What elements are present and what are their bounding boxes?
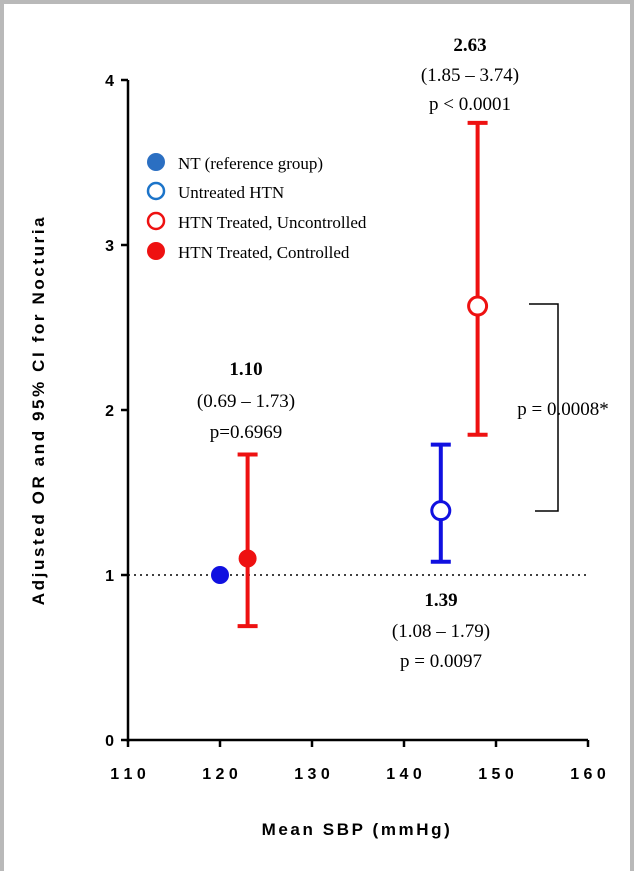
- annotation-untreated-ci: (1.08 – 1.79): [392, 621, 490, 642]
- y-tick-label: 2: [105, 403, 114, 420]
- point-uncontrolled: [467, 295, 489, 317]
- annotation-comparison-p: p = 0.0008*: [517, 399, 608, 420]
- annotation-untreated-or: 1.39: [424, 590, 457, 611]
- legend-marker-nt: [147, 153, 165, 171]
- x-tick-label: 1 6 0: [570, 766, 606, 783]
- x-tick-label: 1 2 0: [202, 766, 238, 783]
- legend: NT (reference group) Untreated HTN HTN T…: [146, 153, 367, 262]
- annotation-untreated: 1.39 (1.08 – 1.79) p = 0.0097: [392, 590, 490, 672]
- y-tick-label: 1: [105, 568, 114, 585]
- annotation-controlled-ci: (0.69 – 1.73): [197, 391, 295, 412]
- x-axis-label: Mean SBP (mmHg): [262, 820, 453, 839]
- legend-label-controlled: HTN Treated, Controlled: [178, 243, 350, 262]
- point-untreated: [430, 500, 452, 522]
- annotation-untreated-p: p = 0.0097: [400, 651, 482, 672]
- annotation-uncontrolled-or: 2.63: [453, 35, 486, 56]
- legend-label-uncontrolled: HTN Treated, Uncontrolled: [178, 213, 367, 232]
- legend-label-nt: NT (reference group): [178, 154, 323, 173]
- legend-marker-controlled: [147, 242, 165, 260]
- y-tick-label: 0: [105, 733, 114, 750]
- x-tick-label: 1 5 0: [478, 766, 514, 783]
- y-tick-label: 4: [105, 73, 114, 90]
- point-nt: [211, 566, 229, 584]
- annotation-controlled-or: 1.10: [229, 359, 262, 380]
- legend-marker-untreated: [146, 181, 166, 201]
- y-tick-label: 3: [105, 238, 114, 255]
- point-controlled: [238, 549, 257, 568]
- x-tick-label: 1 3 0: [294, 766, 330, 783]
- annotation-uncontrolled-p: p < 0.0001: [429, 94, 511, 115]
- error-bar-controlled: [237, 452, 258, 629]
- x-tick-label: 1 1 0: [110, 766, 146, 783]
- annotation-controlled-p: p=0.6969: [210, 422, 282, 443]
- error-bar-uncontrolled: [467, 120, 488, 437]
- legend-marker-uncontrolled: [146, 211, 166, 231]
- comparison-bracket: [529, 303, 559, 512]
- annotation-uncontrolled-ci: (1.85 – 3.74): [421, 65, 519, 86]
- legend-label-untreated: Untreated HTN: [178, 183, 284, 202]
- annotation-controlled: 1.10 (0.69 – 1.73) p=0.6969: [197, 359, 295, 443]
- y-axis-label: Adjusted OR and 95% CI for Nocturia: [29, 215, 48, 605]
- annotation-uncontrolled: 2.63 (1.85 – 3.74) p < 0.0001: [421, 35, 519, 115]
- x-tick-label: 1 4 0: [386, 766, 422, 783]
